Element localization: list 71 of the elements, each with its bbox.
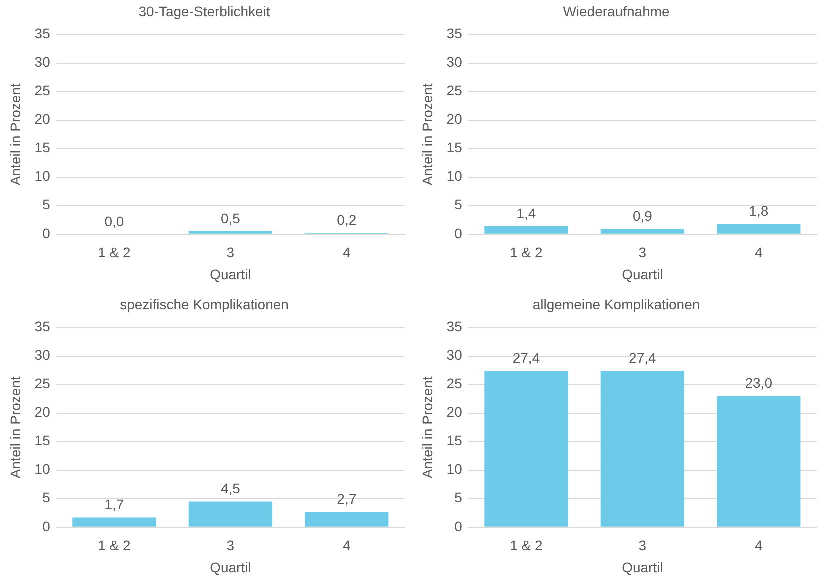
y-tick-label: 5 [42, 490, 51, 506]
y-tick-label: 20 [446, 404, 463, 420]
y-tick-label: 35 [34, 26, 51, 42]
y-tick-label: 10 [34, 461, 51, 478]
data-label: 1,8 [749, 202, 769, 219]
y-tick-label: 25 [446, 376, 463, 392]
data-label: 27,4 [512, 350, 540, 366]
y-tick-label: 20 [446, 111, 463, 128]
data-label: 2,7 [337, 490, 357, 507]
x-tick-label: 3 [226, 244, 235, 261]
x-axis-title: Quartil [210, 559, 252, 576]
bar [188, 502, 273, 527]
y-tick-label: 10 [34, 168, 51, 184]
y-axis-title: Anteil in Prozent [7, 84, 24, 186]
data-label: 0,5 [220, 210, 241, 226]
y-tick-label: 10 [446, 168, 463, 184]
x-tick-label: 1 & 2 [510, 538, 544, 554]
chart-title: spezifische Komplikationen [120, 296, 289, 312]
y-tick-label: 30 [34, 54, 51, 70]
y-tick-label: 0 [42, 225, 51, 242]
y-tick-label: 35 [34, 318, 51, 335]
y-tick-label: 15 [34, 432, 51, 449]
x-axis-title: Quartil [622, 266, 664, 282]
data-label: 23,0 [745, 375, 773, 392]
y-tick-label: 25 [34, 376, 51, 392]
x-tick-label: 4 [342, 538, 351, 554]
y-tick-label: 35 [446, 26, 463, 42]
data-label: 0,2 [337, 212, 357, 228]
x-tick-label: 1 & 2 [98, 538, 132, 554]
y-tick-label: 0 [454, 225, 463, 242]
chart-title: Wiederaufnahme [563, 3, 670, 20]
y-tick-label: 30 [446, 54, 463, 70]
x-tick-label: 3 [226, 538, 235, 554]
chart-title: 30-Tage-Sterblichkeit [138, 3, 270, 20]
y-tick-label: 25 [34, 82, 51, 99]
data-label: 1,4 [516, 205, 536, 222]
y-tick-label: 15 [446, 140, 463, 156]
y-tick-label: 10 [446, 461, 463, 478]
x-tick-label: 1 & 2 [98, 244, 132, 261]
y-axis-title: Anteil in Prozent [419, 376, 436, 479]
data-label: 4,5 [220, 480, 241, 497]
y-tick-label: 20 [34, 404, 51, 420]
data-label: 1,7 [104, 496, 124, 513]
x-tick-label: 3 [638, 538, 647, 554]
x-tick-label: 1 & 2 [510, 244, 544, 261]
bar [72, 518, 156, 527]
y-tick-label: 35 [446, 318, 463, 335]
y-tick-label: 5 [454, 196, 463, 213]
y-tick-label: 20 [34, 111, 51, 128]
y-axis-title: Anteil in Prozent [7, 376, 24, 479]
data-label: 0,9 [632, 208, 653, 224]
data-label: 0,0 [104, 213, 124, 230]
y-tick-label: 0 [454, 518, 463, 534]
data-label: 27,4 [629, 350, 657, 366]
x-tick-label: 4 [342, 244, 351, 261]
x-axis-title: Quartil [210, 266, 252, 282]
x-tick-label: 3 [638, 244, 647, 261]
y-tick-label: 25 [446, 82, 463, 99]
y-tick-label: 15 [446, 432, 463, 449]
y-tick-label: 5 [42, 196, 51, 213]
x-tick-label: 4 [754, 538, 763, 554]
chart-title: allgemeine Komplikationen [532, 296, 700, 312]
y-tick-label: 15 [34, 140, 51, 156]
x-axis-title: Quartil [622, 559, 664, 576]
y-tick-label: 30 [34, 347, 51, 364]
y-tick-label: 5 [454, 490, 463, 506]
y-tick-label: 30 [446, 347, 463, 364]
x-tick-label: 4 [754, 244, 763, 261]
bar [305, 512, 389, 527]
y-tick-label: 0 [42, 518, 51, 534]
y-axis-title: Anteil in Prozent [419, 84, 436, 186]
